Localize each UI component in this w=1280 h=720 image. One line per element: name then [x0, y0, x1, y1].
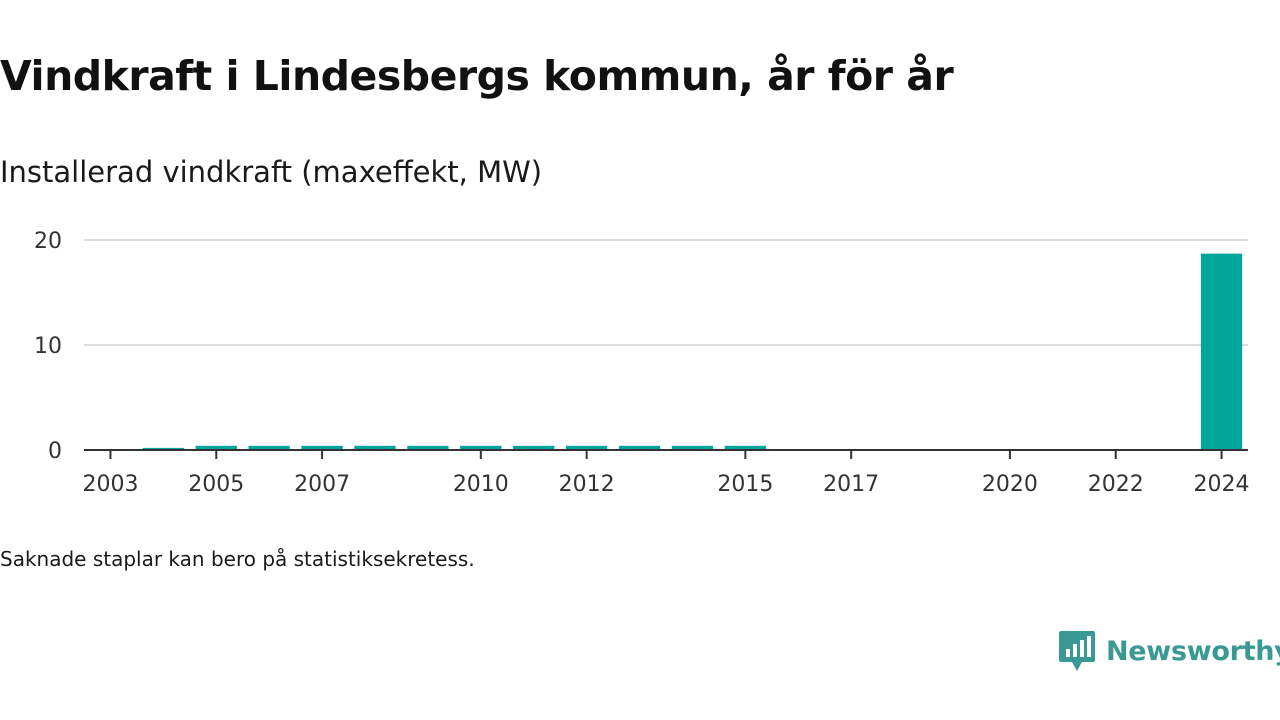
bar: [460, 445, 502, 450]
bar: [301, 445, 343, 450]
bar: [566, 445, 608, 450]
bars: [142, 253, 1243, 450]
x-tick-label: 2024: [1194, 472, 1250, 497]
y-tick-label: 0: [48, 439, 62, 464]
bar: [513, 445, 555, 450]
bar: [671, 445, 714, 450]
x-tick-label: 2020: [982, 472, 1038, 497]
y-tick-label: 10: [34, 334, 62, 359]
newsworthy-logo-icon: [1059, 631, 1095, 671]
bar: [142, 447, 184, 450]
bar: [1200, 253, 1243, 450]
bar: [618, 445, 661, 450]
axes: 0 10 20 2003 2005 2007 2010 2012 2015 2017 2020 202…: [34, 229, 1250, 497]
chart-title: Vindkraft i Lindesbergs kommun, år för å…: [0, 52, 954, 100]
bar-chart: 0 10 20 2003 2005 2007 2010 2012 2015 2017 2020 202…: [34, 229, 1250, 497]
bar: [195, 445, 237, 450]
bar: [354, 445, 396, 450]
x-tick-label: 2005: [188, 472, 244, 497]
brand-logo: Newsworthy: [1058, 630, 1280, 672]
x-tick-label: 2012: [559, 472, 615, 497]
footnote: Saknade staplar kan bero på statistiksek…: [0, 547, 475, 571]
x-tick-label: 2007: [294, 472, 350, 497]
y-tick-label: 20: [34, 229, 62, 254]
bar: [724, 445, 766, 450]
brand-name: Newsworthy: [1106, 635, 1280, 667]
chart-subtitle: Installerad vindkraft (maxeffekt, MW): [0, 155, 543, 189]
x-tick-label: 2003: [82, 472, 138, 497]
x-tick-label: 2015: [717, 472, 773, 497]
bar: [407, 445, 449, 450]
x-tick-label: 2017: [823, 472, 879, 497]
x-tick-label: 2010: [453, 472, 509, 497]
bar: [248, 445, 290, 450]
x-tick-label: 2022: [1088, 472, 1144, 497]
gridlines: [84, 239, 1248, 346]
